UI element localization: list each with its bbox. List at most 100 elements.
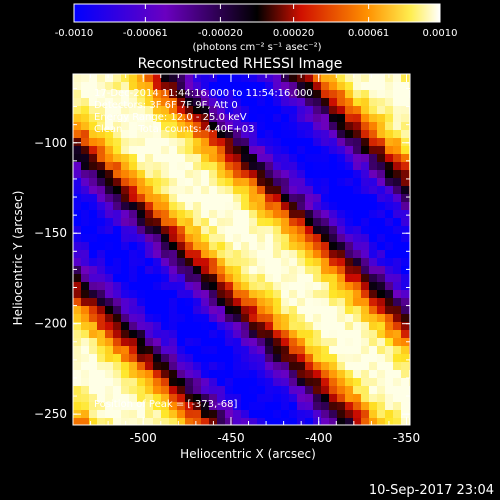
heatmap-cell xyxy=(161,290,169,298)
heatmap-cell xyxy=(161,154,169,162)
heatmap-cell xyxy=(393,346,401,354)
heatmap-cell xyxy=(265,322,273,330)
heatmap-cell xyxy=(345,418,353,425)
heatmap-cell xyxy=(337,98,345,106)
heatmap-cell xyxy=(105,298,113,306)
heatmap-cell xyxy=(257,154,265,162)
heatmap-cell xyxy=(105,394,113,402)
heatmap-cell xyxy=(265,170,273,178)
heatmap-cell xyxy=(177,202,185,210)
heatmap-cell xyxy=(377,154,385,162)
heatmap-cell xyxy=(73,218,81,226)
heatmap-cell xyxy=(201,194,209,202)
heatmap-cell xyxy=(121,106,129,114)
heatmap-cell xyxy=(217,266,225,274)
heatmap-cell xyxy=(89,74,97,82)
heatmap-cell xyxy=(201,354,209,362)
heatmap-cell xyxy=(393,242,401,250)
heatmap-cell xyxy=(361,82,369,90)
heatmap-cell xyxy=(121,298,129,306)
heatmap-cell xyxy=(265,282,273,290)
heatmap-cell xyxy=(145,226,153,234)
heatmap-cell xyxy=(369,218,377,226)
heatmap-cell xyxy=(169,418,177,425)
heatmap-cell xyxy=(73,290,81,298)
heatmap-cell xyxy=(281,122,289,130)
heatmap-cell xyxy=(281,290,289,298)
heatmap-cell xyxy=(249,394,257,402)
heatmap-cell xyxy=(113,410,121,418)
heatmap-cell xyxy=(393,114,401,122)
heatmap-cell xyxy=(73,418,81,425)
heatmap-cell xyxy=(249,114,257,122)
heatmap-cell xyxy=(249,322,257,330)
heatmap-cell xyxy=(169,82,177,90)
heatmap-cell xyxy=(273,306,281,314)
heatmap-cell xyxy=(89,282,97,290)
heatmap-cell xyxy=(393,82,401,90)
heatmap-cell xyxy=(145,314,153,322)
heatmap-cell xyxy=(345,322,353,330)
annotation-counts: Clean Total counts: 4.40E+03 xyxy=(94,124,254,135)
heatmap-cell xyxy=(209,186,217,194)
heatmap-cell xyxy=(369,186,377,194)
heatmap-cell xyxy=(97,170,105,178)
heatmap-cell xyxy=(129,410,137,418)
heatmap-cell xyxy=(217,298,225,306)
heatmap-cell xyxy=(129,290,137,298)
heatmap-cell xyxy=(89,162,97,170)
heatmap-cell xyxy=(257,178,265,186)
heatmap-cell xyxy=(113,138,121,146)
heatmap-cell xyxy=(289,314,297,322)
heatmap-cell xyxy=(377,130,385,138)
heatmap-cell xyxy=(97,346,105,354)
heatmap-cell xyxy=(217,218,225,226)
heatmap-cell xyxy=(89,218,97,226)
heatmap-cell xyxy=(305,154,313,162)
heatmap-cell xyxy=(385,250,393,258)
heatmap-cell xyxy=(153,98,161,106)
heatmap-cell xyxy=(161,378,169,386)
heatmap-cell xyxy=(233,370,241,378)
heatmap-cell xyxy=(97,330,105,338)
heatmap-cell xyxy=(89,202,97,210)
heatmap-cell xyxy=(241,298,249,306)
heatmap-cell xyxy=(273,370,281,378)
heatmap-cell xyxy=(401,146,409,154)
heatmap-cell xyxy=(113,130,121,138)
heatmap-cell xyxy=(161,306,169,314)
heatmap-cell xyxy=(385,146,393,154)
heatmap-cell xyxy=(225,186,233,194)
heatmap-cell xyxy=(401,346,409,354)
heatmap-cell xyxy=(81,266,89,274)
heatmap-cell xyxy=(305,194,313,202)
heatmap-cell xyxy=(361,418,369,425)
heatmap-cell xyxy=(353,130,361,138)
heatmap-cell xyxy=(209,122,217,130)
heatmap-cell xyxy=(113,106,121,114)
heatmap-cell xyxy=(169,130,177,138)
heatmap-cell xyxy=(97,378,105,386)
colorbar-tick-label: -0.00061 xyxy=(123,28,168,39)
heatmap-cell xyxy=(361,218,369,226)
heatmap-cell xyxy=(377,402,385,410)
heatmap-cell xyxy=(241,354,249,362)
heatmap-cell xyxy=(145,242,153,250)
heatmap-cell xyxy=(249,106,257,114)
heatmap-cell xyxy=(281,394,289,402)
heatmap-cell xyxy=(393,298,401,306)
heatmap-cell xyxy=(121,210,129,218)
heatmap-cell xyxy=(73,162,81,170)
heatmap-cell xyxy=(177,98,185,106)
heatmap-cell xyxy=(217,306,225,314)
heatmap-cell xyxy=(369,250,377,258)
heatmap-cell xyxy=(289,370,297,378)
heatmap-cell xyxy=(105,410,113,418)
heatmap-cell xyxy=(337,242,345,250)
heatmap-cell xyxy=(97,402,105,410)
heatmap-cell xyxy=(145,266,153,274)
heatmap-cell xyxy=(73,314,81,322)
heatmap-cell xyxy=(241,74,249,82)
heatmap-cell xyxy=(201,226,209,234)
